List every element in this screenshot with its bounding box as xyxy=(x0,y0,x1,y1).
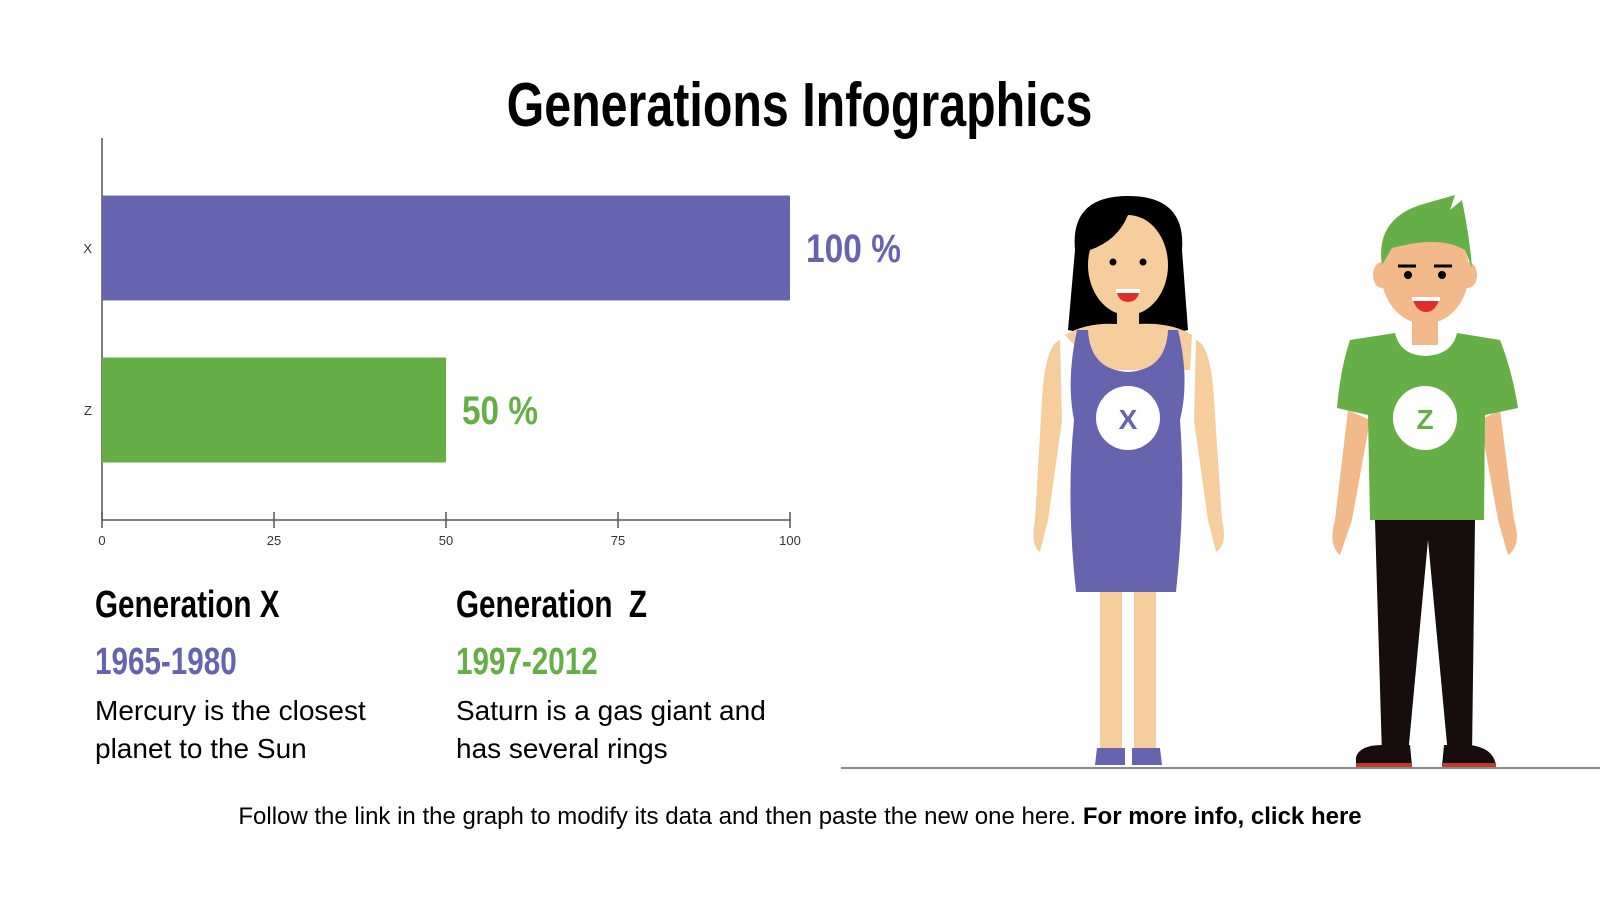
data-label-z: 50 % xyxy=(462,389,538,433)
x-tick-label: 50 xyxy=(439,533,453,548)
generation-x-title: Generation X xyxy=(95,584,280,626)
generation-x-years: 1965-1980 xyxy=(95,641,237,683)
generation-x-block: Generation X 1965-1980 Mercury is the cl… xyxy=(95,584,495,768)
generation-z-years: 1997-2012 xyxy=(456,641,598,683)
x-tick-label: 0 xyxy=(98,533,105,548)
badge-x: X xyxy=(1119,404,1138,435)
woman-generation-x-illustration: X xyxy=(1033,196,1224,765)
bar-x xyxy=(102,195,790,301)
ground-line xyxy=(841,767,1600,769)
generation-x-description: Mercury is the closest planet to the Sun xyxy=(95,695,366,764)
data-label-x: 100 % xyxy=(806,227,900,271)
page-title: Generations Infographics xyxy=(507,71,1093,140)
footer-text: Follow the link in the graph to modify i… xyxy=(238,803,1083,830)
generation-z-block: Generation Z 1997-2012 Saturn is a gas g… xyxy=(456,584,856,768)
y-category-label: Z xyxy=(84,403,92,418)
x-tick-label: 25 xyxy=(267,533,281,548)
badge-z: Z xyxy=(1416,404,1433,435)
more-info-link[interactable]: For more info, click here xyxy=(1082,803,1362,830)
generation-z-description: Saturn is a gas giant and has several ri… xyxy=(456,695,766,764)
x-tick-label: 75 xyxy=(611,533,625,548)
bar-chart[interactable]: 0 25 50 75 100 X 100 % Z 50 % xyxy=(0,0,900,560)
y-category-label: X xyxy=(83,241,92,256)
man-generation-z-illustration: Z xyxy=(1332,195,1518,767)
generation-z-title: Generation Z xyxy=(456,584,648,626)
footer-note: Follow the link in the graph to modify i… xyxy=(0,803,1600,831)
bar-z xyxy=(102,357,446,463)
x-tick-label: 100 xyxy=(779,533,801,548)
